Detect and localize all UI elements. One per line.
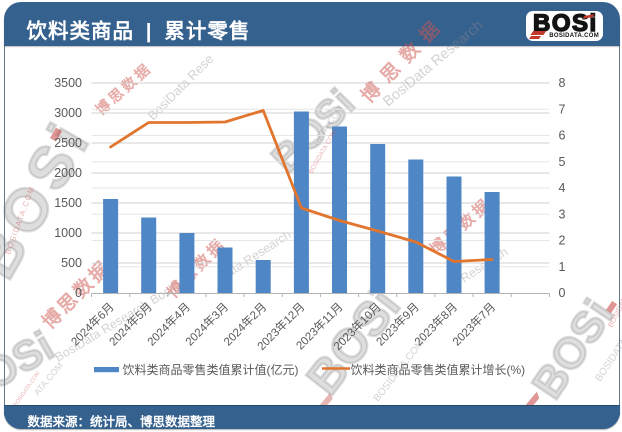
svg-text:7: 7 <box>559 103 566 117</box>
svg-text:饮料类商品零售类值累计增长(%): 饮料类商品零售类值累计增长(%) <box>351 362 526 377</box>
svg-text:2: 2 <box>559 234 566 248</box>
svg-text:0: 0 <box>75 286 82 300</box>
svg-text:8: 8 <box>559 76 566 90</box>
svg-text:6: 6 <box>559 129 566 143</box>
svg-text:3000: 3000 <box>54 106 82 120</box>
svg-text:5: 5 <box>559 155 566 169</box>
svg-text:3500: 3500 <box>54 76 82 90</box>
svg-text:1500: 1500 <box>54 196 82 210</box>
svg-text:0: 0 <box>559 286 566 300</box>
svg-text:BOSIDATA.COM: BOSIDATA.COM <box>308 129 338 175</box>
svg-text:1000: 1000 <box>54 226 82 240</box>
svg-text:500: 500 <box>61 256 82 270</box>
svg-text:饮料类商品零售类值累计值(亿元): 饮料类商品零售类值累计值(亿元) <box>123 362 299 377</box>
svg-text:2500: 2500 <box>54 136 82 150</box>
svg-text:1: 1 <box>559 260 566 274</box>
svg-text:2000: 2000 <box>54 166 82 180</box>
svg-text:3: 3 <box>559 208 566 222</box>
svg-text:4: 4 <box>559 181 566 195</box>
